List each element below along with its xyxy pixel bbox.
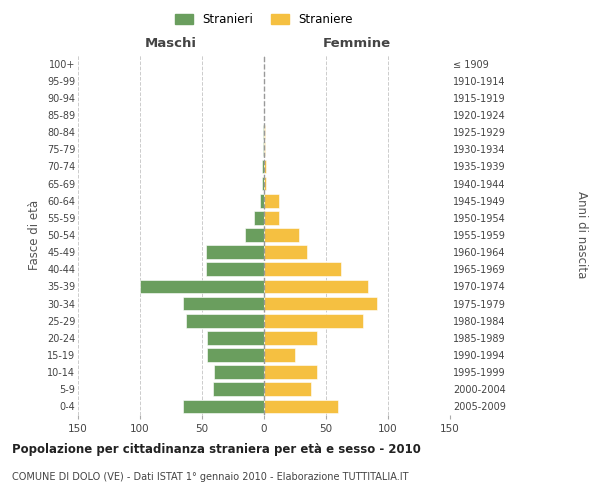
Y-axis label: Fasce di età: Fasce di età [28, 200, 41, 270]
Bar [264, 126, 265, 139]
Bar [207, 348, 264, 362]
Bar [262, 176, 264, 190]
Bar [206, 246, 264, 259]
Text: Popolazione per cittadinanza straniera per età e sesso - 2010: Popolazione per cittadinanza straniera p… [12, 442, 421, 456]
Bar [186, 314, 264, 328]
Bar [264, 366, 317, 379]
Text: COMUNE DI DOLO (VE) - Dati ISTAT 1° gennaio 2010 - Elaborazione TUTTITALIA.IT: COMUNE DI DOLO (VE) - Dati ISTAT 1° genn… [12, 472, 409, 482]
Bar [264, 160, 266, 173]
Bar [264, 211, 279, 224]
Bar [264, 382, 311, 396]
Bar [263, 126, 264, 139]
Legend: Stranieri, Straniere: Stranieri, Straniere [170, 8, 358, 31]
Bar [264, 176, 266, 190]
Text: Maschi: Maschi [145, 37, 197, 50]
Bar [264, 142, 265, 156]
Bar [264, 400, 338, 413]
Bar [264, 314, 363, 328]
Bar [245, 228, 264, 242]
Bar [264, 296, 377, 310]
Bar [184, 400, 264, 413]
Bar [184, 296, 264, 310]
Bar [264, 194, 279, 207]
Bar [262, 160, 264, 173]
Bar [264, 280, 368, 293]
Bar [260, 194, 264, 207]
Bar [206, 262, 264, 276]
Bar [264, 348, 295, 362]
Bar [207, 331, 264, 344]
Bar [213, 382, 264, 396]
Bar [254, 211, 264, 224]
Bar [264, 331, 317, 344]
Bar [264, 246, 307, 259]
Y-axis label: Anni di nascita: Anni di nascita [575, 192, 588, 278]
Bar [263, 142, 264, 156]
Bar [140, 280, 264, 293]
Bar [264, 262, 341, 276]
Text: Femmine: Femmine [323, 37, 391, 50]
Bar [264, 228, 299, 242]
Bar [214, 366, 264, 379]
